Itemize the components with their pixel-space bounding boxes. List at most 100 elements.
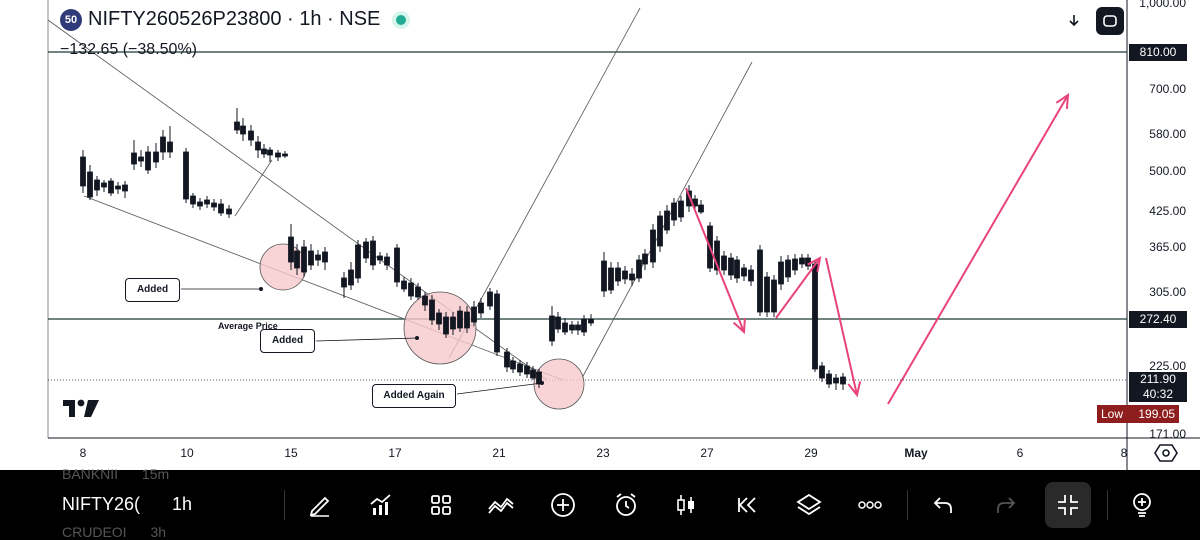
price-tick: 700.00 (1149, 82, 1186, 96)
candle-down (415, 286, 421, 298)
symbol-title[interactable]: NIFTY260526P23800 · 1h · NSE (88, 8, 381, 30)
candle-down (642, 253, 648, 265)
forecast-arrow-target-head (1055, 93, 1070, 110)
candle-down (562, 322, 568, 333)
time-tick: 6 (1016, 446, 1024, 460)
candle-down (721, 255, 727, 271)
candle-down (840, 376, 846, 385)
horizontal-line-tag-810[interactable]: 810.00 (1129, 44, 1187, 61)
price-tick: 580.00 (1149, 127, 1186, 141)
candle-down (569, 324, 575, 331)
pencil-icon[interactable] (302, 487, 338, 523)
candle-down (588, 318, 594, 324)
watchlist-ghost-bottom[interactable]: CRUDEOI 3h (62, 524, 166, 540)
candle-down (608, 267, 614, 291)
toolbar-divider (907, 490, 908, 520)
toolbar-divider (1107, 490, 1108, 520)
market-status-icon (392, 10, 411, 29)
candle-down (764, 276, 770, 313)
candle-down (101, 182, 107, 188)
candle-down (394, 247, 400, 283)
candle-down (728, 257, 734, 276)
forecast-arrow-up (775, 257, 821, 319)
grid-icon[interactable] (423, 487, 459, 523)
candle-down (138, 156, 144, 162)
candle-down (517, 363, 523, 373)
candle-down (785, 259, 791, 278)
watchlist-ghost-top[interactable]: BANKNII 15m (62, 466, 169, 482)
candle-down (226, 208, 232, 215)
candle-down (826, 373, 832, 385)
annotation-pointer (456, 382, 543, 395)
candle-down (183, 151, 189, 200)
annotation-dot (259, 287, 263, 291)
candle-down (308, 250, 314, 266)
candle-down (255, 141, 261, 151)
timeframe-selector[interactable]: 1h (172, 494, 192, 515)
horizontal-line-tag-272[interactable]: 272.40 (1129, 311, 1187, 328)
candle-down (384, 256, 390, 266)
price-tick: 500.00 (1149, 164, 1186, 178)
chart-canvas[interactable] (0, 0, 1200, 470)
candle-down (377, 255, 383, 261)
plus-circle-icon[interactable] (545, 487, 581, 523)
price-tick: 305.00 (1149, 285, 1186, 299)
candle-down (80, 156, 86, 187)
candle-down (464, 311, 470, 329)
candle-down (240, 125, 246, 135)
undo-icon[interactable] (925, 487, 961, 523)
layers-icon[interactable] (791, 487, 827, 523)
candle-down (153, 151, 159, 163)
candle-down (348, 269, 354, 286)
more-icon[interactable] (852, 487, 888, 523)
candle-down (771, 279, 777, 313)
candle-down (261, 148, 267, 155)
candle-down (478, 302, 484, 314)
candle-down (288, 236, 294, 263)
symbol-selector[interactable]: NIFTY26( (62, 494, 140, 515)
candle-down (510, 360, 516, 370)
forecast-arrow-down-head (732, 317, 746, 335)
chart-area[interactable]: 50 NIFTY260526P23800 · 1h · NSE −132.65 … (0, 0, 1200, 470)
candle-down (401, 280, 407, 290)
candle-down (160, 136, 166, 153)
forecast-arrow-target (887, 94, 1069, 405)
candle-down (601, 260, 607, 292)
annotation-added-again[interactable]: Added Again (372, 384, 456, 408)
candle-down (234, 121, 240, 131)
gear-icon[interactable] (1154, 443, 1178, 463)
alarm-icon[interactable] (608, 487, 644, 523)
candle-down (650, 229, 656, 263)
annotation-average-price[interactable]: Average Price (218, 321, 278, 331)
candle-down (792, 258, 798, 271)
candle-down (436, 312, 442, 325)
collapse-icon[interactable] (1045, 482, 1091, 528)
candle-down (536, 371, 542, 385)
candle-down (471, 306, 477, 323)
candle-down (341, 277, 347, 288)
symbol-header[interactable]: 50 NIFTY260526P23800 · 1h · NSE (60, 8, 411, 31)
redo-icon[interactable] (988, 487, 1024, 523)
annotation-added-second[interactable]: Added (260, 329, 315, 353)
candle-down (94, 179, 100, 191)
lightbulb-icon[interactable] (1124, 487, 1160, 523)
download-icon[interactable] (1060, 7, 1088, 35)
candle-down (678, 200, 684, 218)
candle-down (629, 273, 635, 281)
candle-down (664, 210, 670, 231)
trend-line (83, 195, 564, 381)
candle-down (218, 203, 224, 214)
rewind-icon[interactable] (730, 487, 766, 523)
fullscreen-icon[interactable] (1096, 7, 1124, 35)
candlestick-icon[interactable] (668, 487, 704, 523)
candle-down (87, 171, 93, 198)
candle-down (422, 295, 428, 306)
indicators-icon[interactable] (363, 487, 399, 523)
candle-down (636, 259, 642, 279)
price-tick: 171.00 (1149, 427, 1186, 441)
compare-icon[interactable] (483, 487, 519, 523)
watchlist-timeframe: 15m (141, 466, 170, 482)
candle-down (833, 377, 839, 384)
candle-down (267, 149, 273, 156)
annotation-added[interactable]: Added (125, 278, 180, 302)
